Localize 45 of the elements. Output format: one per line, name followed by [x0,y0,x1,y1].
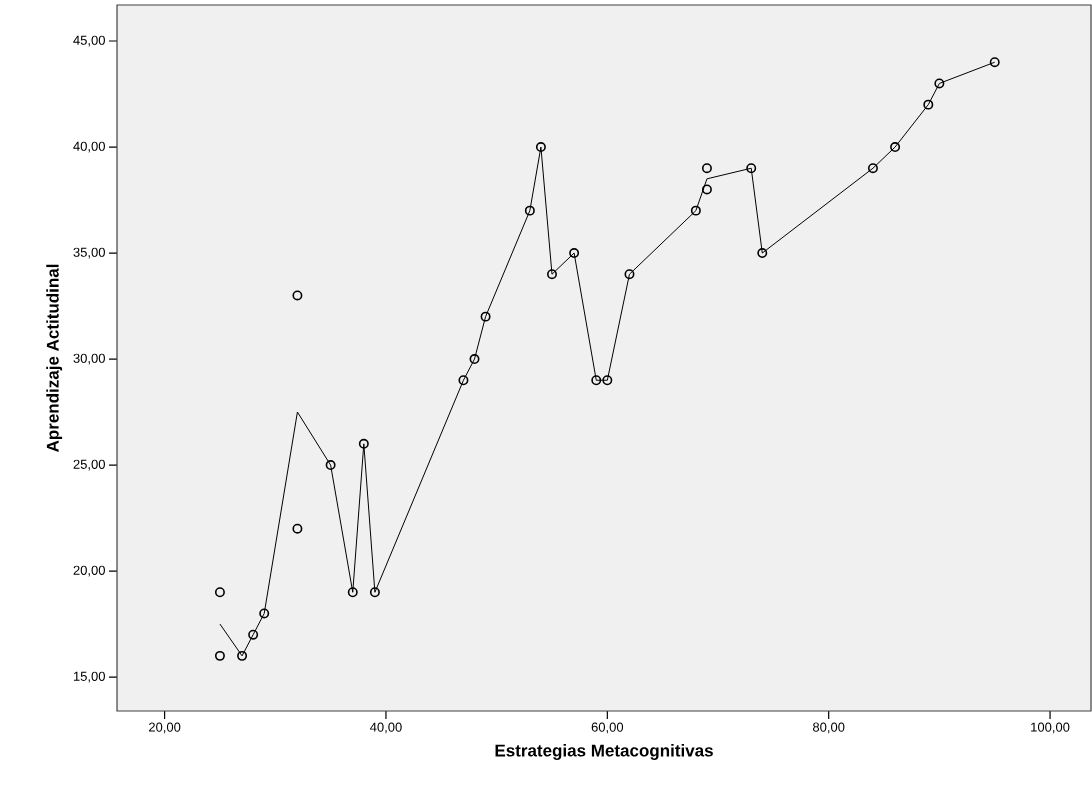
point [746,163,757,174]
point [602,375,613,386]
point [701,184,712,195]
y-tick-label: 45,00 [73,35,105,47]
y-tick-label: 30,00 [73,353,105,365]
point [369,587,380,598]
x-tick-label: 40,00 [370,722,402,734]
point [535,142,546,153]
x-tick-label: 20,00 [148,722,181,734]
point [701,163,712,174]
point [569,248,580,259]
y-tick-label: 25,00 [73,459,105,471]
point [237,650,248,661]
point [989,57,1000,68]
x-tick-label: 80,00 [812,722,845,734]
point [934,78,945,89]
point [591,375,602,386]
point [248,629,259,640]
point [347,587,358,598]
point [524,205,535,216]
point [757,248,768,259]
point [867,163,878,174]
point [469,354,480,365]
x-axis-title: Estrategias Metacognitivas [495,744,713,761]
point [325,460,336,471]
point [480,311,491,322]
y-tick-label: 35,00 [73,247,105,259]
point [624,269,635,280]
y-tick-label: 40,00 [73,141,105,153]
point [690,205,701,216]
point [358,438,369,449]
point [214,587,225,598]
point [923,99,934,110]
point [292,290,303,301]
x-tick-label: 100,00 [1031,722,1070,734]
point [458,375,469,386]
point [890,142,901,153]
x-tick-label: 60,00 [591,722,624,734]
y-tick-label: 15,00 [73,671,105,683]
point [292,523,303,534]
y-axis-title: Aprendizaje Actitudinal [46,264,63,453]
point [547,269,557,280]
point [214,650,225,661]
point [259,608,270,619]
y-tick-label: 20,00 [73,565,105,577]
